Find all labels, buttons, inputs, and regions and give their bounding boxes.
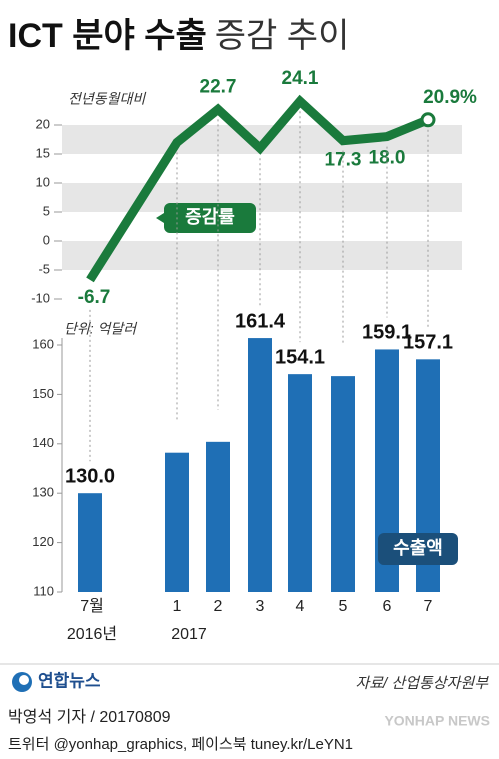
- badge: [156, 203, 256, 233]
- value-label: 159.1: [362, 322, 412, 344]
- y-axis-label: 전년동월대비: [68, 91, 146, 107]
- x-tick-label: 3: [256, 598, 265, 615]
- y-tick-label: 140: [32, 435, 54, 450]
- value-label: 130.0: [65, 465, 115, 487]
- x-tick-label: 4: [296, 598, 305, 615]
- x-tick-label: 1: [173, 598, 182, 615]
- bar: [288, 374, 312, 592]
- y-tick-label: 160: [32, 336, 54, 351]
- title-main: ICT 분야 수출: [8, 17, 207, 55]
- y-tick-label: -10: [31, 290, 50, 305]
- title-sub: 증감 추이: [215, 17, 350, 55]
- year-label: 2017: [171, 626, 207, 643]
- bar: [206, 441, 230, 592]
- y-tick-label: 130: [32, 485, 54, 500]
- logo-icon-inner: [19, 675, 29, 685]
- y-tick-label: 0: [43, 232, 50, 247]
- y-tick-label: 120: [32, 534, 54, 549]
- grid-band: [62, 183, 462, 212]
- year-label: 2016년: [67, 625, 117, 643]
- x-tick-label: 2: [214, 598, 223, 615]
- x-tick-label: 7: [424, 598, 433, 615]
- y-tick-label: 15: [36, 145, 50, 160]
- value-label: 17.3: [325, 150, 362, 171]
- logo-text: 연합뉴스: [38, 670, 101, 690]
- grid-band: [62, 241, 462, 270]
- x-tick-label: 6: [383, 598, 392, 615]
- value-label: 24.1: [282, 68, 319, 89]
- value-label: 22.7: [200, 76, 237, 97]
- y-tick-label: 5: [43, 203, 50, 218]
- bar: [78, 493, 102, 592]
- y-tick-label: 150: [32, 386, 54, 401]
- bar: [248, 338, 272, 592]
- badge: [378, 533, 458, 565]
- value-label: 161.4: [235, 310, 286, 332]
- value-label: -6.7: [78, 287, 111, 308]
- value-label: 20.9%: [423, 87, 477, 108]
- y-tick-label: 110: [33, 583, 54, 598]
- line-end-marker: [420, 112, 436, 128]
- byline: 박영석 기자 / 20170809: [8, 708, 171, 726]
- value-label: 157.1: [403, 332, 453, 354]
- x-tick-label: 7월: [80, 597, 104, 615]
- bar: [331, 376, 355, 592]
- value-label: 154.1: [275, 346, 325, 368]
- series-name: 증감률: [185, 207, 235, 227]
- social: 트위터 @yonhap_graphics, 페이스북 tuney.kr/LeYN…: [8, 736, 353, 753]
- source: 자료/ 산업통상자원부: [355, 675, 489, 692]
- y-tick-label: 10: [36, 174, 50, 189]
- series-name: 수출액: [393, 538, 443, 558]
- line: [86, 94, 430, 283]
- bar: [165, 452, 189, 592]
- watermark: YONHAP NEWS: [384, 713, 490, 729]
- y-axis-label: 단위: 억달러: [64, 321, 138, 337]
- x-tick-label: 5: [339, 598, 348, 615]
- title: ICT 분야 수출 증감 추이: [8, 17, 349, 55]
- y-tick-label: -5: [38, 261, 50, 276]
- y-tick-label: 20: [36, 116, 50, 131]
